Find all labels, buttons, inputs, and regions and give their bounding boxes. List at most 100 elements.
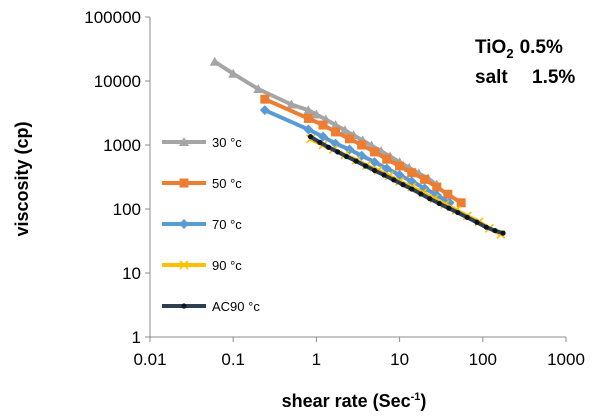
data-point-ac90-c [391, 177, 397, 183]
data-point-50-c [318, 120, 328, 130]
x-tick-labels: 0.01 0.1 1 10 100 1000 [133, 350, 584, 369]
data-point-ac90-c [492, 227, 498, 234]
y-tick-label: 100000 [84, 8, 141, 27]
x-tick-label: 0.01 [133, 350, 166, 369]
marker-dot [455, 209, 461, 216]
data-point-ac90-c [474, 219, 480, 225]
marker-diamond [179, 219, 189, 229]
marker-dot [362, 163, 369, 169]
marker-diamond [369, 157, 380, 168]
marker-diamond [303, 124, 314, 135]
data-point-50-c [443, 189, 453, 199]
marker-dot [317, 139, 323, 145]
y-tick-label: 10000 [94, 72, 141, 91]
marker-dot [436, 200, 442, 207]
x-axis-title-superscript: -1 [411, 391, 421, 403]
marker-dot [400, 182, 406, 188]
data-point-ac90-c [409, 186, 415, 192]
data-point-30-c [228, 68, 239, 78]
marker-triangle [209, 56, 220, 66]
data-point-30-c [330, 120, 341, 130]
series-ac90-c [307, 134, 506, 236]
legend-label: 70 °c [212, 217, 242, 232]
marker-square [357, 140, 367, 150]
data-point-ac90-c [335, 149, 341, 155]
legend-item-ac90-c: AC90 °c [162, 299, 260, 314]
series-group [209, 56, 506, 240]
marker-diamond [356, 150, 367, 161]
marker-diamond [259, 105, 270, 116]
marker-diamond [381, 163, 392, 174]
data-point-50-c [370, 147, 380, 157]
data-point-70-c [330, 138, 341, 149]
data-point-ac90-c [455, 209, 461, 216]
data-point-50-c [420, 174, 430, 184]
marker-dot [353, 158, 359, 164]
data-point-50-c [382, 154, 392, 164]
marker-square [407, 168, 417, 178]
marker-square [345, 134, 355, 144]
y-tick-label: 1000 [103, 136, 141, 155]
marker-square [260, 94, 270, 104]
legend-swatch-marker [179, 178, 189, 188]
marker-triangle [228, 68, 239, 78]
data-point-70-c [356, 150, 367, 161]
legend-item-30-c: 30 °c [162, 135, 242, 150]
data-point-70-c [303, 124, 314, 135]
legend-swatch-marker [179, 260, 189, 270]
marker-triangle [179, 137, 189, 146]
x-axis-title: shear rate (Sec-1) [282, 391, 427, 411]
marker-square [395, 161, 405, 171]
data-point-50-c [331, 127, 341, 137]
data-point-ac90-c [427, 196, 433, 202]
data-point-ac90-c [418, 191, 424, 197]
legend-swatch-marker [179, 137, 189, 146]
data-point-50-c [345, 134, 355, 144]
data-point-ac90-c [381, 172, 387, 178]
marker-dot [446, 205, 452, 211]
x-tick-label: 0.1 [221, 350, 245, 369]
marker-dot [307, 134, 314, 140]
marker-dot [381, 172, 387, 178]
marker-dot [500, 230, 506, 236]
marker-dot [371, 167, 378, 174]
marker-square [456, 198, 466, 208]
marker-triangle [339, 125, 350, 135]
data-point-70-c [259, 105, 270, 116]
marker-dot [418, 191, 424, 197]
data-point-ac90-c [436, 200, 442, 207]
marker-dot [325, 144, 332, 150]
marker-triangle [303, 105, 314, 115]
legend-swatch-marker [179, 219, 189, 229]
marker-square [318, 120, 328, 130]
data-point-ac90-c [371, 167, 378, 174]
x-axis-title-end: ) [420, 391, 426, 411]
x-tick-label: 100 [469, 350, 497, 369]
y-axis-title: viscosity (cp) [12, 121, 32, 236]
data-point-50-c [303, 113, 313, 123]
marker-square [443, 189, 453, 199]
marker-dot [464, 214, 470, 220]
data-point-30-c [253, 83, 264, 93]
marker-diamond [317, 131, 328, 142]
marker-square [331, 127, 341, 137]
data-point-ac90-c [446, 205, 452, 211]
legend-label: 90 °c [212, 258, 242, 273]
data-point-50-c [407, 168, 417, 178]
y-tick-label: 100 [113, 200, 141, 219]
legend-label: 30 °c [212, 135, 242, 150]
data-point-30-c [286, 99, 297, 109]
data-point-ac90-c [500, 230, 506, 236]
legend-item-90-c: 90 °c [162, 258, 242, 273]
data-point-30-c [311, 109, 322, 119]
data-point-50-c [395, 161, 405, 171]
data-point-70-c [369, 157, 380, 168]
data-point-50-c [357, 140, 367, 150]
marker-square [370, 147, 380, 157]
data-point-ac90-c [325, 144, 332, 150]
series-50-c [260, 94, 466, 208]
marker-dot [409, 186, 415, 192]
y-tick-labels: 1 10 100 1000 10000 100000 [84, 8, 141, 347]
marker-square [420, 174, 430, 184]
